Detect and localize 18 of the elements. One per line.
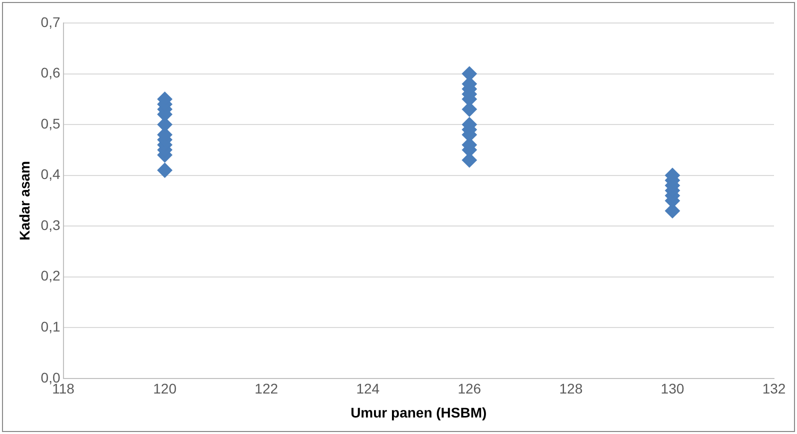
y-tick-label: 0,5	[40, 115, 60, 132]
x-tick-label: 122	[254, 380, 278, 397]
x-tick-label: 124	[356, 380, 380, 397]
x-tick-label: 126	[458, 380, 482, 397]
point	[157, 162, 172, 178]
y-tick-label: 0,0	[40, 369, 60, 386]
y-tick-label: 0,1	[40, 318, 60, 334]
y-tick-label: 0,6	[40, 64, 60, 81]
x-tick-label: 130	[660, 380, 684, 397]
x-tick-label: 128	[559, 380, 583, 397]
x-tick-label: 132	[762, 380, 786, 397]
y-tick-label: 0,7	[40, 14, 60, 30]
x-tick-label: 120	[153, 380, 177, 397]
y-axis-title: Kadar asam	[16, 161, 32, 240]
y-tick-label: 0,4	[40, 166, 60, 182]
y-tick-label: 0,2	[40, 268, 60, 284]
y-tick-label: 0,3	[40, 216, 60, 233]
x-axis-title: Umur panen (HSBM)	[350, 404, 487, 420]
